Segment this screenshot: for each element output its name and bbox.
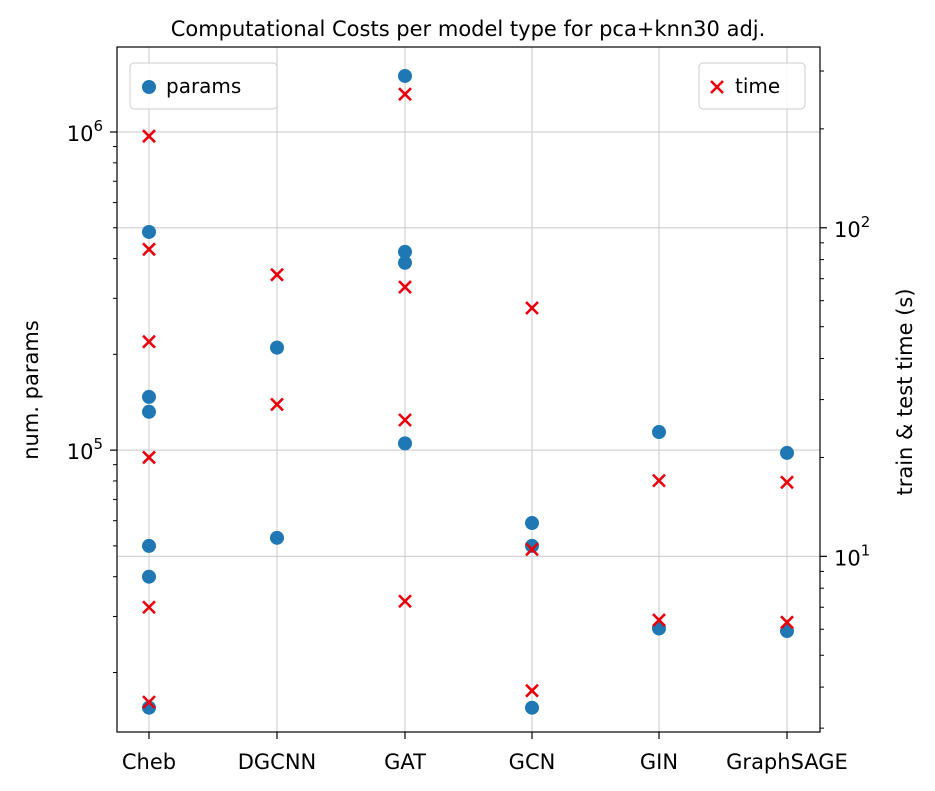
params-point bbox=[270, 340, 284, 355]
time-point bbox=[652, 473, 666, 488]
right-axis-title: train & test time (s) bbox=[893, 288, 917, 495]
params-point bbox=[142, 224, 156, 239]
time-point bbox=[142, 242, 156, 257]
legend-time-marker bbox=[710, 80, 724, 94]
x-tick-label-gat: GAT bbox=[384, 750, 426, 774]
time-point bbox=[270, 397, 284, 412]
params-point bbox=[525, 538, 539, 553]
time-point bbox=[142, 695, 156, 710]
x-tick-label-gin: GIN bbox=[640, 750, 678, 774]
legend-time-box bbox=[698, 62, 806, 110]
left-tick-label: 105 bbox=[67, 435, 103, 464]
time-point bbox=[142, 334, 156, 349]
time-point bbox=[398, 87, 412, 102]
left-tick-label: 106 bbox=[67, 117, 103, 146]
params-point bbox=[652, 425, 666, 440]
params-point bbox=[142, 389, 156, 404]
legend-params-box bbox=[129, 62, 278, 110]
time-point bbox=[270, 267, 284, 282]
params-point bbox=[142, 569, 156, 584]
x-tick-label-cheb: Cheb bbox=[122, 750, 176, 774]
time-point bbox=[142, 129, 156, 144]
legend-params-marker bbox=[142, 80, 156, 94]
params-point bbox=[398, 68, 412, 83]
x-tick-label-graphsage: GraphSAGE bbox=[726, 750, 848, 774]
params-point bbox=[398, 255, 412, 270]
time-point bbox=[652, 613, 666, 627]
params-point bbox=[142, 404, 156, 419]
time-point bbox=[398, 594, 412, 609]
params-point bbox=[525, 700, 539, 715]
time-point bbox=[780, 475, 794, 490]
legend-time: time bbox=[698, 62, 806, 110]
chart-title: Computational Costs per model type for p… bbox=[171, 17, 766, 41]
grid-lines bbox=[117, 47, 820, 732]
time-point bbox=[525, 683, 539, 698]
data-points bbox=[142, 68, 794, 715]
right-tick-label: 102 bbox=[834, 213, 870, 242]
time-point bbox=[525, 301, 539, 315]
axes: Cheb DGCNN GAT GCN GIN GraphSAGE 105 106 101 102 bbox=[67, 70, 870, 774]
time-point bbox=[142, 450, 156, 465]
params-point bbox=[142, 538, 156, 553]
x-tick-label-dgcnn: DGCNN bbox=[238, 750, 317, 774]
time-point bbox=[398, 280, 412, 294]
x-tick-label-gcn: GCN bbox=[509, 750, 556, 774]
params-point bbox=[398, 436, 412, 451]
left-axis-title: num. params bbox=[19, 320, 43, 460]
time-point bbox=[780, 615, 794, 630]
right-tick-label: 101 bbox=[834, 541, 870, 570]
time-point bbox=[398, 413, 412, 427]
params-point bbox=[398, 244, 412, 259]
time-point bbox=[142, 600, 156, 615]
plot-frame bbox=[116, 46, 821, 733]
legend-params: params bbox=[129, 62, 278, 110]
params-point bbox=[270, 530, 284, 545]
legend-time-label: time bbox=[735, 74, 780, 98]
time-point bbox=[525, 542, 539, 557]
params-point bbox=[780, 445, 794, 460]
params-point bbox=[525, 516, 539, 531]
legend-params-label: params bbox=[166, 74, 241, 98]
